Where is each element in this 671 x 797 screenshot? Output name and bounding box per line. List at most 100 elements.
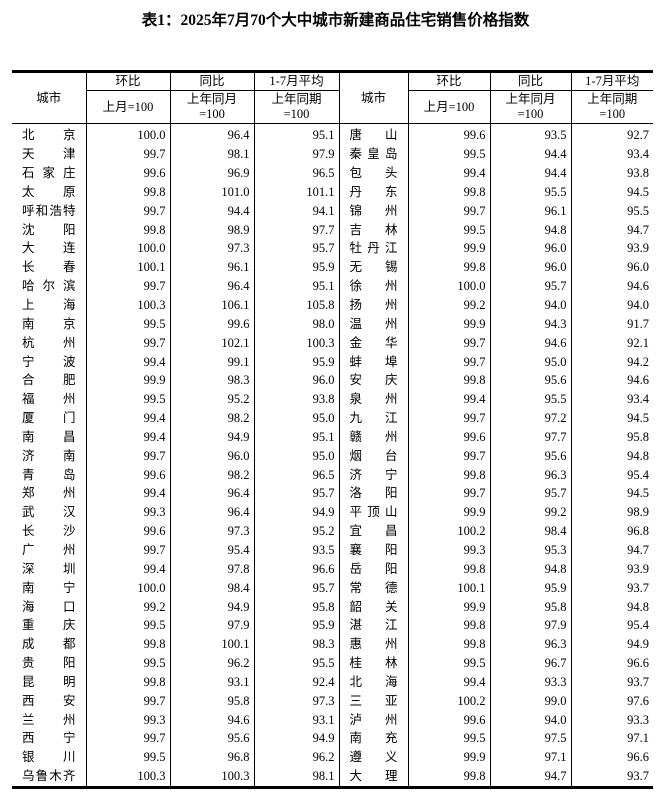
yoy-value-cell: 99.0: [490, 691, 572, 711]
avg-value-cell: 97.3: [254, 691, 340, 711]
avg-value-cell: 95.5: [254, 653, 340, 673]
yoy-value-cell: 100.1: [170, 634, 255, 654]
yoy-value-cell: 95.0: [490, 352, 572, 371]
yoy-value-cell: 94.8: [490, 220, 572, 240]
avg-value-cell: 93.1: [254, 710, 340, 729]
city-cell: 上海: [12, 295, 87, 315]
avg-value-cell: 96.6: [627, 656, 649, 671]
mom-value-cell: 99.9: [86, 370, 171, 390]
city-cell: 锦州: [339, 201, 409, 221]
yoy-value-cell: 94.7: [490, 766, 572, 789]
city-cell: 秦皇岛: [339, 144, 409, 164]
header-mom-base: 上月=100: [408, 90, 491, 124]
city-cell: 南昌: [12, 427, 87, 447]
table-row: 成都 99.8 100.1 98.3 惠州 99.8 96.3 94.9: [12, 634, 653, 654]
mom-value-cell: 99.8: [408, 615, 491, 635]
avg-value-cell: 96.5: [254, 163, 340, 183]
city-cell: 南充: [339, 729, 409, 748]
yoy-value-cell: 94.6: [490, 333, 572, 353]
yoy-value-cell: 95.2: [170, 389, 255, 409]
yoy-value-cell: 94.8: [490, 559, 572, 579]
avg-value-cell: 96.8: [627, 524, 649, 539]
city-cell: 惠州: [339, 634, 409, 654]
avg-value-cell: 105.8: [254, 295, 340, 315]
mom-value-cell: 99.5: [86, 314, 171, 334]
header-mom: 环比: [408, 70, 491, 91]
city-cell: 常德: [339, 578, 409, 598]
yoy-value-cell: 94.0: [490, 295, 572, 315]
avg-value-cell: 100.3: [254, 333, 340, 353]
yoy-value-cell: 97.7: [490, 427, 572, 447]
city-cell: 郑州: [12, 484, 87, 503]
city-cell: 厦门: [12, 408, 87, 428]
yoy-value-cell: 97.3: [170, 239, 255, 258]
mom-value-cell: 100.0: [408, 276, 491, 296]
header-yoy-base-line1: 上年同月: [505, 92, 556, 106]
table-row: 南昌 99.4 94.9 95.1 赣州 99.6 97.7 95.8: [12, 427, 653, 447]
city-cell: 烟台: [339, 446, 409, 466]
mom-value-cell: 99.5: [86, 615, 171, 635]
city-cell: 襄阳: [339, 540, 409, 560]
yoy-value-cell: 94.9: [170, 427, 255, 447]
mom-value-cell: 100.0: [86, 239, 171, 258]
avg-value-cell: 94.6: [627, 279, 649, 294]
header-avg-base-line2: =100: [599, 107, 626, 121]
avg-value-cell: 94.8: [627, 448, 649, 463]
avg-value-cell: 94.1: [254, 201, 340, 221]
avg-value-cell: 95.7: [254, 484, 340, 503]
avg-value-cell: 97.6: [627, 693, 649, 708]
yoy-value-cell: 95.7: [490, 484, 572, 503]
mom-value-cell: 100.0: [86, 123, 171, 145]
city-cell: 韶关: [339, 597, 409, 616]
header-row-1: 城市 环比 同比 1-7月平均 城市 环比 同比 1-7月平均: [12, 70, 653, 124]
city-cell: 昆明: [12, 672, 87, 692]
avg-value-cell: 98.0: [254, 314, 340, 334]
mom-value-cell: 99.6: [86, 163, 171, 183]
yoy-value-cell: 97.9: [170, 615, 255, 635]
city-cell: 金华: [339, 333, 409, 353]
mom-value-cell: 99.7: [408, 408, 491, 428]
city-cell: 吉林: [339, 220, 409, 240]
city-cell: 银川: [12, 747, 87, 767]
mom-value-cell: 99.4: [408, 163, 491, 183]
mom-value-cell: 99.5: [408, 220, 491, 240]
mom-value-cell: 100.2: [408, 521, 491, 541]
yoy-value-cell: 96.0: [170, 446, 255, 466]
city-cell: 深圳: [12, 559, 87, 579]
yoy-value-cell: 94.3: [490, 314, 572, 334]
mom-value-cell: 99.6: [408, 710, 491, 729]
header-city: 城市: [12, 70, 87, 124]
mom-value-cell: 99.8: [408, 559, 491, 579]
mom-value-cell: 99.5: [86, 747, 171, 767]
avg-value-cell: 96.0: [627, 260, 649, 275]
header-avg-base-line1: 上年同期: [271, 92, 322, 106]
table-row: 哈尔滨 99.7 96.4 95.1 徐州 100.0 95.7 94.6: [12, 276, 653, 296]
mom-value-cell: 99.4: [86, 559, 171, 579]
city-cell: 南宁: [12, 578, 87, 598]
avg-value-cell: 94.5: [627, 184, 649, 199]
yoy-value-cell: 96.0: [490, 257, 572, 277]
yoy-value-cell: 96.1: [170, 257, 255, 277]
avg-value-cell: 93.3: [627, 712, 649, 727]
city-cell: 西宁: [12, 729, 87, 748]
yoy-value-cell: 97.8: [170, 559, 255, 579]
table-row: 西宁 99.7 95.6 94.9 南充 99.5 97.5 97.1: [12, 729, 653, 748]
table-row: 郑州 99.4 96.4 95.7 洛阳 99.7 95.7 94.5: [12, 484, 653, 503]
mom-value-cell: 99.8: [408, 634, 491, 654]
avg-value-cell: 94.9: [254, 502, 340, 522]
mom-value-cell: 99.2: [408, 295, 491, 315]
city-cell: 石家庄: [12, 163, 87, 183]
mom-value-cell: 99.7: [408, 484, 491, 503]
city-cell: 兰州: [12, 710, 87, 729]
mom-value-cell: 99.7: [86, 333, 171, 353]
yoy-value-cell: 95.6: [490, 446, 572, 466]
city-cell: 泸州: [339, 710, 409, 729]
mom-value-cell: 99.6: [408, 427, 491, 447]
mom-value-cell: 99.9: [408, 502, 491, 522]
avg-value-cell: 93.9: [627, 561, 649, 576]
avg-value-cell: 93.8: [254, 389, 340, 409]
city-cell: 北海: [339, 672, 409, 692]
city-cell: 温州: [339, 314, 409, 334]
header-yoy-base-line2: =100: [517, 107, 544, 121]
mom-value-cell: 99.7: [408, 201, 491, 221]
